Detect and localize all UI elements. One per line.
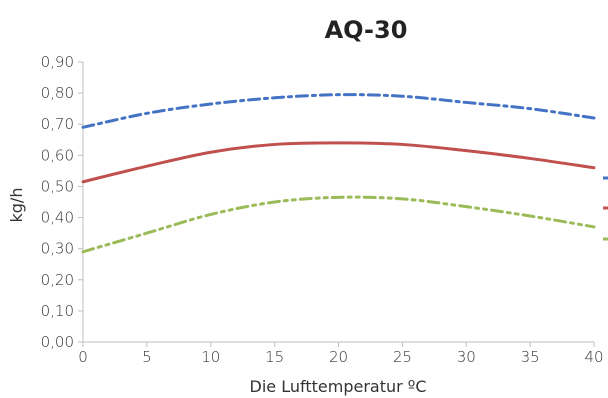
y-tick-label: 0,90 [41,53,74,71]
legend [603,176,608,241]
x-tick-label: 5 [142,348,152,366]
axes: 0,00 0,10 0,20 0,30 0,40 0,50 0,60 0,70 0,80 0,90… [41,53,604,366]
y-tick-label: 0,00 [41,333,74,351]
series-group [81,93,596,254]
y-tick-label: 0,70 [41,115,74,133]
series-line-2 [81,141,596,184]
x-tick-label: 35 [521,348,540,366]
y-tick-label: 0,80 [41,84,74,102]
x-tick-label: 0 [78,348,88,366]
y-tick-label: 0,30 [41,240,74,258]
y-axis-title: kg/h [7,188,26,223]
y-tick-label: 0,40 [41,209,74,227]
series-line-1 [81,93,596,129]
x-tick-label: 10 [201,348,220,366]
y-tick-label: 0,20 [41,271,74,289]
x-tick-label: 15 [265,348,284,366]
series-line-3 [81,195,596,254]
x-axis-title: Die Lufttemperatur ºC [250,377,427,396]
x-tick-label: 40 [584,348,603,366]
x-tick-label: 25 [393,348,412,366]
y-tick-label: 0,10 [41,302,74,320]
y-tick-label: 0,50 [41,177,74,195]
x-tick-label: 30 [457,348,476,366]
x-tick-label: 20 [329,348,348,366]
chart-title: AQ-30 [325,16,408,44]
y-tick-label: 0,60 [41,146,74,164]
